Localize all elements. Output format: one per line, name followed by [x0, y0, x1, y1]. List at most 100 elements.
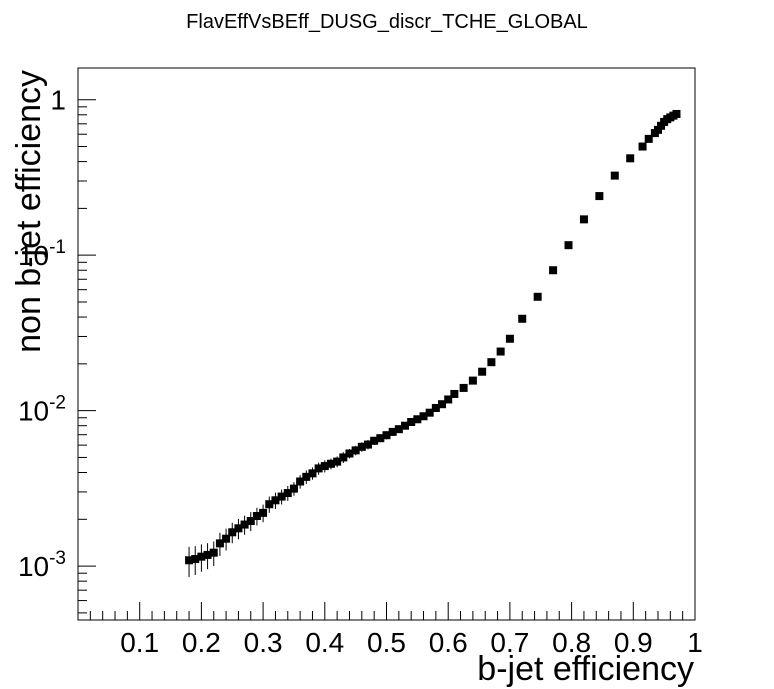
marker: [595, 192, 604, 201]
data-point: [215, 532, 224, 556]
data-point: [283, 486, 292, 501]
marker: [283, 489, 292, 498]
data-point: [644, 134, 653, 143]
marker: [302, 472, 311, 481]
marker: [644, 134, 653, 143]
marker: [413, 415, 422, 424]
y-tick-label: 1: [50, 85, 66, 116]
marker: [203, 550, 212, 559]
marker: [450, 389, 459, 398]
data-point: [376, 434, 385, 443]
marker: [444, 395, 453, 404]
marker: [638, 142, 647, 151]
marker: [191, 555, 200, 564]
marker: [459, 383, 468, 392]
marker: [271, 496, 280, 505]
marker: [185, 556, 194, 565]
data-point: [401, 421, 410, 430]
x-tick-label: 0.3: [244, 627, 283, 658]
data-point: [672, 109, 681, 118]
data-point: [302, 470, 311, 484]
marker: [376, 434, 385, 443]
plot-frame: [77, 67, 696, 621]
data-point: [505, 334, 514, 343]
marker: [496, 347, 505, 356]
marker: [382, 431, 391, 440]
x-tick-label: 1: [687, 627, 703, 658]
data-point: [478, 367, 487, 376]
marker: [326, 459, 335, 468]
data-point: [419, 412, 428, 421]
marker: [478, 367, 487, 376]
data-point: [388, 427, 397, 437]
marker: [345, 449, 354, 458]
marker: [487, 358, 496, 367]
data-point: [333, 456, 342, 468]
marker: [518, 314, 527, 323]
data-point: [496, 347, 505, 356]
marker: [564, 241, 573, 250]
data-point: [357, 442, 366, 452]
data-point: [450, 389, 459, 398]
marker: [579, 215, 588, 224]
marker: [277, 492, 286, 501]
marker: [228, 528, 237, 537]
x-tick-label: 0.2: [182, 627, 221, 658]
data-point: [296, 475, 305, 489]
marker: [505, 334, 514, 343]
marker: [240, 520, 249, 529]
data-point: [459, 383, 468, 392]
data-point: [549, 266, 558, 275]
data-point: [203, 543, 212, 570]
data-point: [345, 448, 354, 459]
x-axis-tick-labels: 0.1 0.2 0.3 0.4 0.5 0.6 0.7 0.8 0.9 1: [120, 627, 703, 658]
data-point: [595, 192, 604, 201]
x-tick-label: 0.1: [120, 627, 159, 658]
x-tick-label: 0.8: [552, 627, 591, 658]
marker: [419, 412, 428, 421]
data-point: [487, 358, 496, 367]
marker: [259, 508, 268, 517]
data-point: [234, 518, 243, 540]
marker: [246, 517, 255, 526]
data-point: [289, 482, 298, 496]
marker: [357, 442, 366, 451]
x-tick-label: 0.4: [305, 627, 344, 658]
marker: [610, 171, 619, 180]
marker: [314, 464, 323, 473]
marker: [197, 552, 206, 561]
data-point: [394, 425, 403, 434]
data-point: [320, 460, 329, 473]
marker: [289, 484, 298, 493]
marker: [265, 500, 274, 509]
data-point: [209, 541, 218, 567]
marker: [252, 512, 261, 521]
data-point: [185, 546, 194, 578]
marker: [394, 425, 403, 434]
data-point: [308, 467, 317, 480]
data-point: [564, 241, 573, 250]
data-point: [240, 515, 249, 535]
y-tick-label: 10-3: [18, 548, 66, 582]
data-point: [351, 445, 360, 456]
marker: [407, 418, 416, 427]
marker: [351, 446, 360, 455]
data-point: [413, 415, 422, 424]
marker: [425, 408, 434, 417]
x-tick-label: 0.6: [429, 627, 468, 658]
marker: [672, 109, 681, 118]
x-tick-label: 0.5: [367, 627, 406, 658]
data-point: [610, 171, 619, 180]
marker: [626, 154, 635, 163]
data-point: [259, 504, 268, 523]
y-axis-title: non b-jet efficiency: [10, 70, 48, 353]
data-point: [407, 418, 416, 427]
data-point: [326, 458, 335, 470]
data-point: [191, 546, 200, 575]
data-point: [444, 395, 453, 404]
marker: [401, 421, 410, 430]
data-point: [363, 439, 372, 450]
marker: [222, 534, 231, 543]
data-point: [438, 400, 447, 409]
